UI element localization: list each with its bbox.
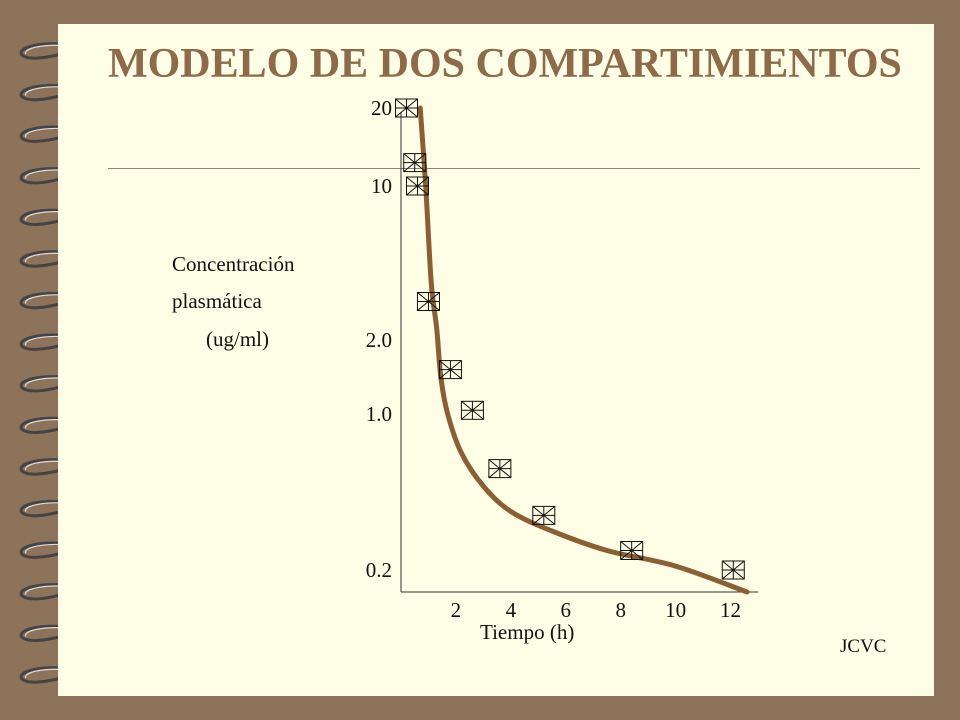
author-credit: JCVC xyxy=(840,636,887,657)
x-tick-label: 2 xyxy=(451,598,462,622)
data-markers xyxy=(394,98,745,580)
data-point xyxy=(488,459,512,479)
data-point xyxy=(460,400,484,420)
y-tick-label: 10 xyxy=(371,174,392,198)
y-tick-labels: 0.2 1.0 2.0 10 20 xyxy=(366,96,392,582)
data-point xyxy=(438,360,462,380)
x-tick-label: 4 xyxy=(506,598,517,622)
y-tick-label: 0.2 xyxy=(366,558,392,582)
data-point xyxy=(394,98,418,118)
x-tick-label: 8 xyxy=(615,598,626,622)
x-tick-label: 12 xyxy=(720,598,741,622)
y-tick-label: 20 xyxy=(371,96,392,120)
x-tick-label: 6 xyxy=(561,598,572,622)
fitted-curve-layer xyxy=(417,105,750,595)
x-tick-labels: 2 4 6 8 10 12 xyxy=(451,598,741,622)
data-point xyxy=(405,176,429,196)
x-axis-label: Tiempo (h) xyxy=(480,620,575,644)
data-point xyxy=(721,560,745,580)
fitted-curve xyxy=(417,105,750,595)
slide-page xyxy=(58,24,934,696)
data-point xyxy=(620,541,644,560)
y-axis-label-line-1: Concentración xyxy=(172,252,295,276)
title-divider xyxy=(108,168,920,169)
data-point xyxy=(416,292,440,311)
data-point xyxy=(532,505,556,525)
y-axis-label-line-2: plasmática xyxy=(172,289,262,313)
y-tick-label: 1.0 xyxy=(366,402,392,426)
y-axis-label-line-3: (ug/ml) xyxy=(206,327,269,351)
data-point xyxy=(403,153,427,173)
y-tick-label: 2.0 xyxy=(366,328,392,352)
x-tick-label: 10 xyxy=(665,598,686,622)
slide-title: MODELO DE DOS COMPARTIMIENTOS xyxy=(108,41,902,87)
